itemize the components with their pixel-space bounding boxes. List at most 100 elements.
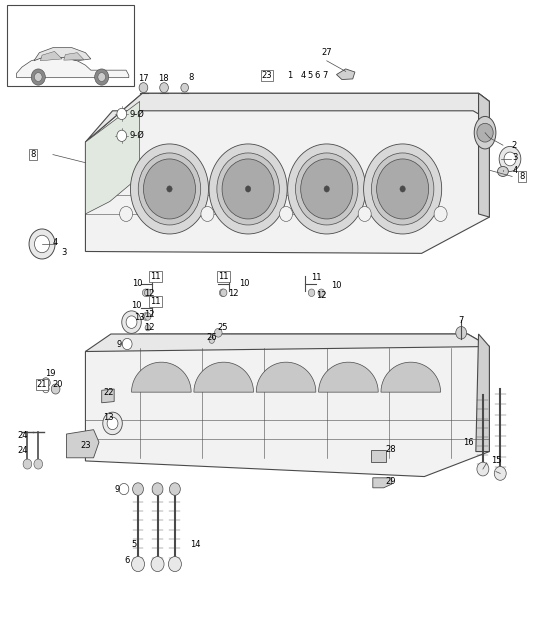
Circle shape <box>117 130 126 141</box>
Circle shape <box>301 159 353 219</box>
Text: 27: 27 <box>322 48 332 57</box>
Circle shape <box>138 153 201 225</box>
Circle shape <box>119 484 129 495</box>
Text: 8: 8 <box>519 172 525 181</box>
Circle shape <box>377 159 429 219</box>
Circle shape <box>145 325 150 331</box>
Polygon shape <box>256 362 316 392</box>
Circle shape <box>143 159 196 219</box>
Text: 4: 4 <box>513 166 518 175</box>
Circle shape <box>288 144 366 234</box>
Circle shape <box>34 459 43 469</box>
Circle shape <box>131 556 144 571</box>
Circle shape <box>167 186 172 192</box>
Circle shape <box>132 483 143 495</box>
Circle shape <box>41 378 50 387</box>
Circle shape <box>434 207 447 222</box>
Text: 28: 28 <box>385 445 396 454</box>
Polygon shape <box>194 362 253 392</box>
Text: 12: 12 <box>144 289 154 298</box>
Circle shape <box>494 467 506 480</box>
Text: 11: 11 <box>219 272 229 281</box>
Circle shape <box>169 483 180 495</box>
Circle shape <box>217 153 280 225</box>
Circle shape <box>34 236 50 252</box>
Circle shape <box>219 289 226 296</box>
Circle shape <box>209 144 287 234</box>
Circle shape <box>245 186 251 192</box>
Polygon shape <box>319 362 378 392</box>
Circle shape <box>201 207 214 222</box>
Text: 3: 3 <box>513 153 518 162</box>
Circle shape <box>130 144 209 234</box>
Circle shape <box>222 159 274 219</box>
Text: 12: 12 <box>316 291 326 300</box>
Circle shape <box>160 83 168 93</box>
Circle shape <box>98 73 106 82</box>
Circle shape <box>358 207 371 222</box>
Circle shape <box>168 556 181 571</box>
Text: 18: 18 <box>158 74 168 83</box>
Circle shape <box>142 289 149 296</box>
Circle shape <box>152 483 163 495</box>
Text: 6: 6 <box>315 71 320 80</box>
Text: 19: 19 <box>45 369 56 378</box>
Circle shape <box>324 186 329 192</box>
Ellipse shape <box>498 166 508 176</box>
Text: 15: 15 <box>490 457 501 465</box>
Circle shape <box>119 207 132 222</box>
Circle shape <box>477 462 489 476</box>
Text: 24: 24 <box>18 431 28 440</box>
Text: 5: 5 <box>131 539 137 549</box>
Circle shape <box>280 207 293 222</box>
Text: 13: 13 <box>135 313 145 322</box>
Circle shape <box>29 229 55 259</box>
Polygon shape <box>381 362 440 392</box>
Circle shape <box>364 144 441 234</box>
Text: 8: 8 <box>189 73 194 82</box>
Circle shape <box>117 108 126 119</box>
Text: 5: 5 <box>308 71 313 80</box>
Text: 13: 13 <box>103 413 113 422</box>
Text: 9: 9 <box>114 485 119 494</box>
Polygon shape <box>336 69 355 80</box>
Text: 14: 14 <box>190 539 201 549</box>
Circle shape <box>126 316 137 328</box>
Text: 25: 25 <box>217 323 228 332</box>
Text: 10: 10 <box>239 279 250 288</box>
Text: 4: 4 <box>300 71 306 80</box>
Text: 9-Ø: 9-Ø <box>130 109 145 119</box>
Polygon shape <box>34 48 91 61</box>
Text: 6: 6 <box>124 556 130 565</box>
Text: 12: 12 <box>144 323 154 332</box>
Circle shape <box>295 153 358 225</box>
Text: 22: 22 <box>104 387 114 397</box>
Polygon shape <box>16 58 129 78</box>
Text: 2: 2 <box>511 141 517 149</box>
Polygon shape <box>476 334 489 452</box>
Text: 21: 21 <box>37 380 47 389</box>
Polygon shape <box>371 450 386 462</box>
Polygon shape <box>86 94 489 142</box>
Circle shape <box>103 412 122 435</box>
Circle shape <box>499 146 521 171</box>
Text: 7: 7 <box>458 316 464 325</box>
Text: 26: 26 <box>207 333 217 342</box>
Circle shape <box>144 289 151 296</box>
FancyBboxPatch shape <box>7 4 134 86</box>
Text: 29: 29 <box>385 477 396 486</box>
Circle shape <box>34 73 42 82</box>
Text: 20: 20 <box>52 380 63 389</box>
Text: 3: 3 <box>61 248 66 257</box>
Circle shape <box>215 328 222 337</box>
Text: 23: 23 <box>262 71 272 80</box>
Text: 10: 10 <box>132 279 142 288</box>
Polygon shape <box>40 51 62 61</box>
Circle shape <box>122 338 132 350</box>
Circle shape <box>400 186 405 192</box>
Circle shape <box>151 556 164 571</box>
Polygon shape <box>64 53 84 60</box>
Text: 8: 8 <box>30 150 35 159</box>
Polygon shape <box>131 362 191 392</box>
Circle shape <box>142 313 149 320</box>
